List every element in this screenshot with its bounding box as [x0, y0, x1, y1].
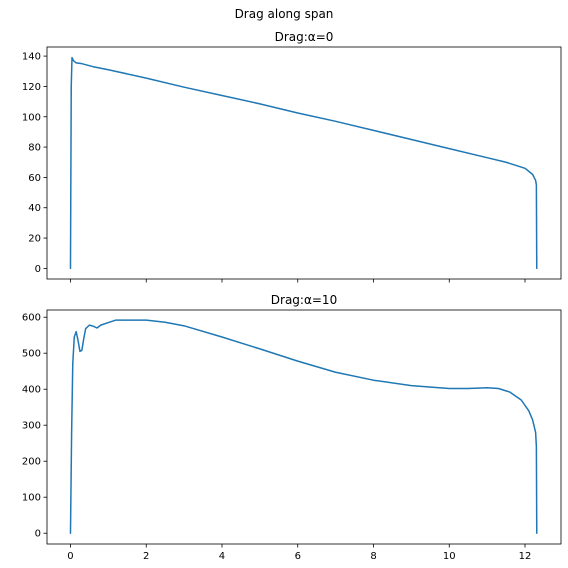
subplot-title: Drag:α=0 [275, 30, 334, 44]
series-line [69, 56, 538, 270]
y-tick-label: 140 [22, 52, 41, 63]
y-tick-label: 20 [28, 234, 41, 245]
bottom-plot-drag-alpha-10: Drag:α=10 0 2 4 6 8 10 12 0 100 200 300 400 500 600 [22, 293, 562, 562]
figure-suptitle: Drag along span [235, 7, 334, 21]
y-tick-label: 0 [35, 264, 41, 275]
axes-frame [46, 309, 562, 545]
x-tick-label: 10 [443, 551, 456, 562]
y-tick-label: 120 [22, 82, 41, 93]
x-tick-label: 12 [519, 551, 532, 562]
y-tick-label: 200 [22, 457, 41, 468]
y-tick-label: 100 [22, 112, 41, 123]
x-tick-label: 8 [370, 551, 376, 562]
series-line [69, 319, 538, 534]
y-tick-label: 100 [22, 493, 41, 504]
x-tick-label: 4 [219, 551, 225, 562]
y-tick-label: 600 [22, 313, 41, 324]
x-tick-label: 0 [67, 551, 73, 562]
axes-frame [46, 46, 562, 280]
y-tick-label: 300 [22, 421, 41, 432]
y-tick-label: 500 [22, 349, 41, 360]
y-tick-label: 80 [28, 143, 41, 154]
y-tick-label: 0 [35, 529, 41, 540]
y-tick-label: 400 [22, 385, 41, 396]
y-tick-label: 60 [28, 173, 41, 184]
subplot-title: Drag:α=10 [271, 293, 337, 307]
x-tick-label: 6 [295, 551, 301, 562]
y-tick-label: 40 [28, 203, 41, 214]
top-plot-drag-alpha-0: Drag:α=0 0 20 40 60 80 100 120 140 [22, 30, 562, 283]
x-tick-label: 2 [143, 551, 149, 562]
